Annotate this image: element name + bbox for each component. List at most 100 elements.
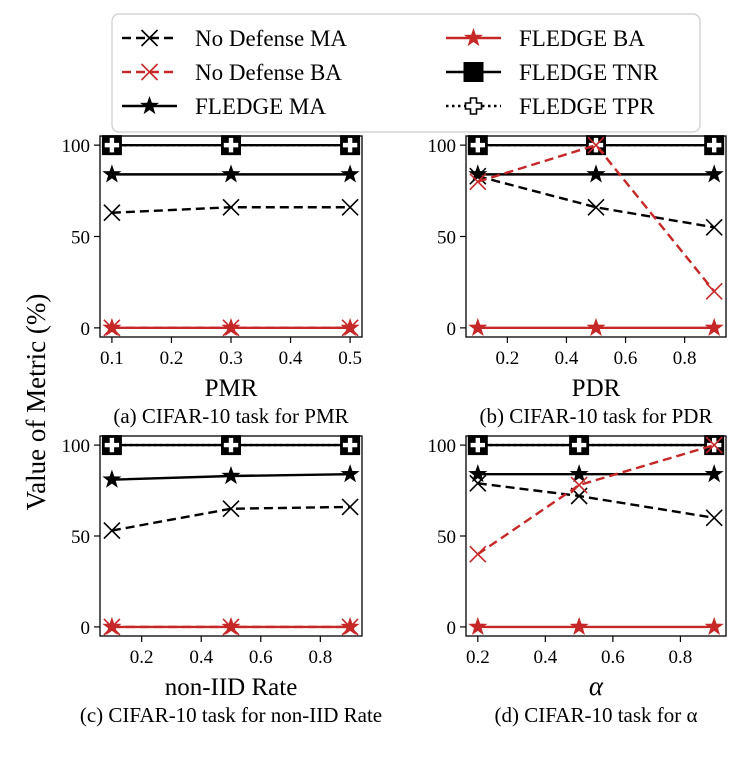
x-tick-label: 0.4 <box>555 348 579 369</box>
chart-panel-d: 0.2 0.4 0.6 0.8 0 50 100 α(d) CIFAR-10 task for… <box>428 435 727 727</box>
series-line <box>111 505 351 532</box>
legend-marker-star-icon <box>139 96 160 115</box>
x-tick-label: 0.8 <box>673 348 697 369</box>
series-no-defense-ma <box>469 167 723 236</box>
legend-entry-fledge-ba: FLEDGE BA <box>446 26 645 51</box>
series-group <box>101 435 361 636</box>
x-axis-label: PMR <box>205 375 258 402</box>
legend-marker-square-icon <box>463 62 484 82</box>
y-tick-label: 50 <box>71 527 90 548</box>
data-point-star <box>704 164 724 183</box>
series-group <box>467 435 725 635</box>
y-tick-label: 0 <box>81 319 91 340</box>
panel-caption: (d) CIFAR-10 task for α <box>494 703 697 727</box>
data-point-star <box>586 317 606 336</box>
series-no-defense-ba <box>469 436 723 563</box>
legend-marker-plus-icon <box>464 97 483 115</box>
legend-label: FLEDGE BA <box>519 26 645 51</box>
series-line <box>477 482 715 520</box>
data-point-x <box>587 198 605 216</box>
x-tick-label: 0.2 <box>130 647 154 668</box>
x-tick-label: 0.4 <box>533 647 557 668</box>
x-axis-label: α <box>589 671 604 701</box>
data-point-star <box>221 164 241 183</box>
x-tick-label: 0.2 <box>495 348 519 369</box>
x-tick-label: 0.2 <box>466 647 490 668</box>
x-tick-label: 0.8 <box>669 647 693 668</box>
data-point-star <box>586 164 606 183</box>
legend-entry-fledge-ma: FLEDGE MA <box>122 94 326 119</box>
data-point-x <box>103 319 121 337</box>
data-point-plus <box>705 136 723 154</box>
data-point-x <box>705 436 723 454</box>
data-point-x <box>469 474 487 492</box>
data-point-plus <box>103 436 121 454</box>
x-tick-label: 0.6 <box>249 647 273 668</box>
data-point-x <box>222 319 240 337</box>
legend-label: No Defense BA <box>195 60 342 85</box>
data-point-x <box>469 167 487 185</box>
series-group <box>467 135 725 336</box>
series-fledge-ba <box>468 616 724 635</box>
legend-entry-fledge-tpr: FLEDGE TPR <box>446 94 655 119</box>
data-point-x <box>103 521 121 540</box>
data-point-x <box>705 509 723 527</box>
series-fledge-ma <box>468 164 724 183</box>
legend-marker-star-icon <box>463 28 484 47</box>
series-fledge-ma <box>102 464 360 488</box>
y-tick-label: 50 <box>437 228 456 249</box>
x-tick-label: 0.8 <box>308 647 332 668</box>
data-point-star <box>468 317 488 336</box>
data-point-x <box>570 476 588 494</box>
chart-panel-a: 0.1 0.2 0.3 0.4 0.5 0 50 100 PMR(a) CIFAR-10 tas… <box>62 135 363 428</box>
y-tick-label: 0 <box>447 319 457 340</box>
y-tick-label: 100 <box>428 436 457 457</box>
data-point-plus <box>469 136 487 154</box>
data-point-x <box>341 498 359 516</box>
data-point-plus <box>103 136 121 154</box>
series-no-defense-ba <box>103 319 359 337</box>
x-tick-label: 0.5 <box>338 348 362 369</box>
data-point-star <box>221 466 241 485</box>
series-no-defense-ba <box>469 136 723 300</box>
data-point-x <box>103 204 121 222</box>
series-line <box>477 175 715 229</box>
x-axis-label: non-IID Rate <box>165 674 298 701</box>
y-tick-label: 50 <box>437 527 456 548</box>
series-group <box>101 135 361 337</box>
data-point-x <box>469 545 487 563</box>
panel-caption: (a) CIFAR-10 task for PMR <box>113 404 348 428</box>
data-point-x <box>705 282 723 300</box>
data-point-x <box>469 173 487 191</box>
data-point-x <box>222 198 240 216</box>
series-no-defense-ba <box>103 618 359 636</box>
legend-label: FLEDGE TPR <box>519 94 655 119</box>
data-point-plus <box>570 436 588 454</box>
legend-entry-fledge-tnr: FLEDGE TNR <box>446 60 659 85</box>
data-point-star <box>102 469 122 488</box>
legend-frame <box>111 13 701 133</box>
series-fledge-tpr <box>103 136 359 154</box>
data-point-plus <box>469 436 487 454</box>
data-point-star <box>340 464 360 483</box>
data-point-star <box>102 164 122 183</box>
y-tick-label: 100 <box>62 436 91 457</box>
y-tick-label: 100 <box>62 136 91 157</box>
legend-entry-no-defense-ba: No Defense BA <box>122 60 342 85</box>
x-axis-label: PDR <box>572 375 621 402</box>
data-point-x <box>341 618 359 636</box>
data-point-star <box>468 616 488 635</box>
legend-label: FLEDGE MA <box>195 94 326 119</box>
data-point-plus <box>222 436 240 454</box>
data-point-x <box>587 136 605 154</box>
x-tick-label: 0.2 <box>160 348 184 369</box>
data-point-x <box>341 198 359 216</box>
series-no-defense-ma <box>103 498 359 540</box>
data-point-star <box>569 464 589 483</box>
x-tick-label: 0.4 <box>189 647 213 668</box>
series-line <box>477 443 715 556</box>
data-point-star <box>704 464 724 483</box>
data-point-x <box>103 618 121 636</box>
x-tick-label: 0.6 <box>614 348 638 369</box>
